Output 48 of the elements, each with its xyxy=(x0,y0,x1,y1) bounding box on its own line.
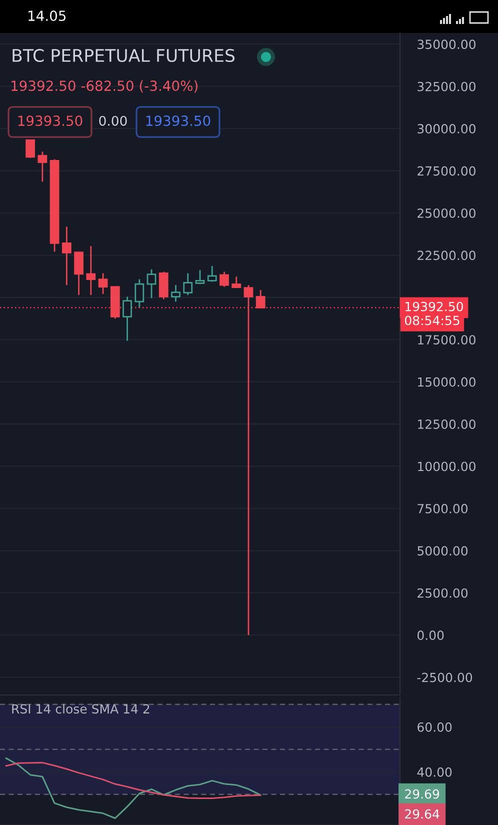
candlestick xyxy=(146,268,156,299)
y-tick-label: 32500.00 xyxy=(418,82,476,92)
candlestick xyxy=(86,245,96,296)
y-tick-label: 25000.00 xyxy=(418,208,476,218)
y-tick-label: 5000.00 xyxy=(418,546,468,556)
candlestick xyxy=(207,265,217,282)
y-tick-label: 0.00 xyxy=(417,630,444,640)
y-tick-label: 10000.00 xyxy=(418,462,476,472)
annotation: 19393.50 xyxy=(146,116,210,126)
y-tick-label: 12500.00 xyxy=(418,419,476,429)
candlestick xyxy=(195,269,205,285)
annotation: 19393.50 xyxy=(18,116,82,126)
line-series xyxy=(5,757,262,820)
candlestick xyxy=(74,251,84,296)
candlestick xyxy=(158,271,168,300)
y-tick-label: -2500.00 xyxy=(417,672,472,682)
candlestick xyxy=(38,150,48,182)
text: BTC PERPETUAL FUTURES xyxy=(12,48,235,62)
y-tick-label: 27500.00 xyxy=(418,166,476,176)
candlestick xyxy=(220,271,229,288)
text: 19392.50 -682.50 (-3.40%) xyxy=(12,80,198,93)
candlestick xyxy=(183,272,193,296)
y-tick-label: 7500.00 xyxy=(418,504,468,514)
candlestick xyxy=(244,284,254,636)
candlestick xyxy=(122,296,132,342)
text: 29.69 xyxy=(405,789,440,799)
y-tick-label: 35000.00 xyxy=(418,40,476,50)
chart-title: RSI 14 close SMA 14 2 xyxy=(12,704,150,714)
y-tick-label: 22500.00 xyxy=(418,250,476,260)
candlestick xyxy=(171,284,180,302)
line-series xyxy=(5,762,262,799)
candlestick xyxy=(62,226,72,286)
candlestick xyxy=(256,289,266,309)
text: 08:54:55 xyxy=(404,316,460,326)
candlestick xyxy=(98,272,108,295)
ref-line-label: 19392.50 xyxy=(406,302,463,312)
candlestick xyxy=(26,139,35,159)
y-tick-label: 15000.00 xyxy=(418,377,476,387)
y-tick-label: 17500.00 xyxy=(418,335,476,345)
text: 29.64 xyxy=(405,809,440,819)
y-tick-label: 30000.00 xyxy=(418,124,476,134)
y-tick-label: 60.00 xyxy=(418,722,452,732)
y-tick-label: 2500.00 xyxy=(418,588,468,598)
text: 14.05 xyxy=(28,10,66,22)
candlestick xyxy=(134,278,144,308)
candlestick xyxy=(232,276,242,288)
y-tick-label: 40.00 xyxy=(417,767,452,777)
annotation: 0.00 xyxy=(99,116,127,126)
